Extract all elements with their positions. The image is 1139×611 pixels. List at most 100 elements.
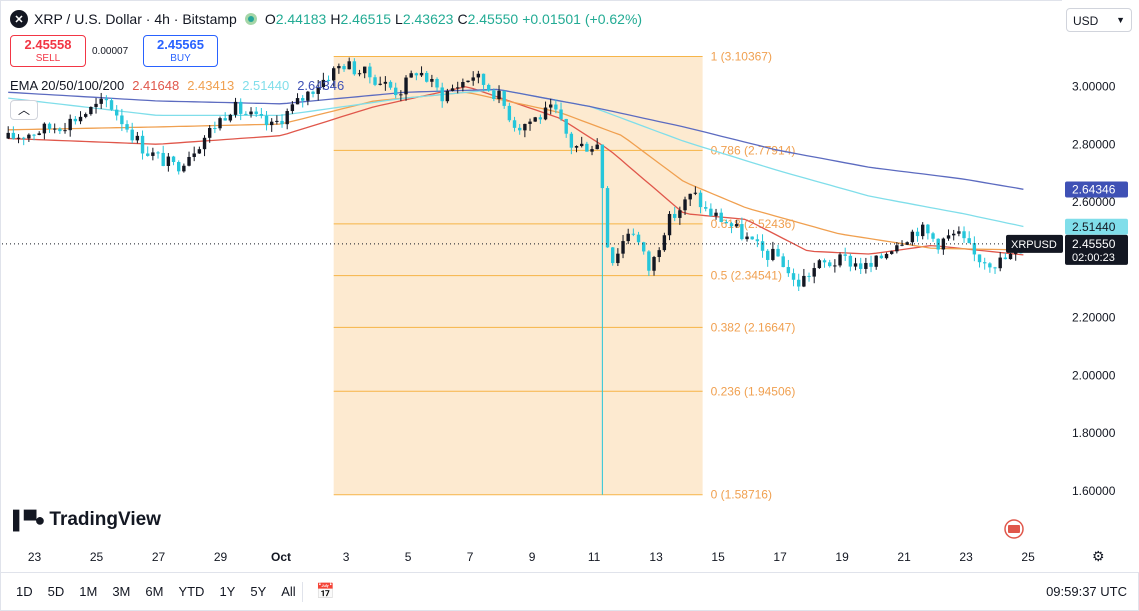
candle xyxy=(574,145,579,153)
collapse-legend-button[interactable]: ︿ xyxy=(10,100,38,120)
axis-tag-label: 2.51440 xyxy=(1072,220,1116,234)
candle xyxy=(94,98,98,114)
candle-body xyxy=(750,236,754,240)
candle xyxy=(115,105,119,121)
utc-clock[interactable]: 09:59:37 UTC xyxy=(1046,584,1127,599)
candle xyxy=(27,133,31,142)
range-1m[interactable]: 1M xyxy=(79,584,98,599)
candle-body xyxy=(678,210,682,218)
candle xyxy=(807,272,811,282)
ema-lines xyxy=(8,86,1024,256)
candle-body xyxy=(900,244,904,246)
candle xyxy=(404,75,408,101)
candle xyxy=(750,236,754,240)
candle-body xyxy=(657,250,661,258)
candle-body xyxy=(11,132,16,139)
candle xyxy=(781,253,785,268)
candle-body xyxy=(450,88,455,91)
candle xyxy=(445,88,450,104)
candle-body xyxy=(590,149,594,152)
candle-body xyxy=(502,90,506,106)
candle-body xyxy=(864,262,868,269)
candle-body xyxy=(574,146,579,148)
candle-body xyxy=(130,129,134,141)
candle xyxy=(419,66,424,77)
ema-legend[interactable]: EMA 20/50/100/200 2.41648 2.43413 2.5144… xyxy=(10,78,344,93)
candle-body xyxy=(569,133,574,148)
symbol-tag-bg xyxy=(1006,234,1063,253)
candle-body xyxy=(466,80,470,83)
candle-body xyxy=(254,111,258,115)
spread-value: 0.00007 xyxy=(92,46,129,57)
settings-gear-icon[interactable]: ⚙ xyxy=(1092,548,1105,564)
candle-body xyxy=(838,254,842,266)
candle xyxy=(388,80,393,90)
candle-body xyxy=(347,61,351,70)
candle xyxy=(146,146,150,157)
candle-body xyxy=(952,233,956,236)
candle xyxy=(874,255,878,270)
candle-body xyxy=(523,123,527,131)
candle xyxy=(580,136,584,148)
candle-body xyxy=(786,267,791,274)
candle xyxy=(481,73,486,91)
candle-body xyxy=(280,120,284,125)
range-3m[interactable]: 3M xyxy=(112,584,131,599)
candle xyxy=(946,229,951,241)
candle-body xyxy=(595,144,599,150)
x-tick-label: Oct xyxy=(271,550,291,564)
candle xyxy=(864,257,868,274)
candle xyxy=(998,252,1002,272)
x-tick-label: 11 xyxy=(588,550,601,564)
currency-select[interactable]: USD ▼ xyxy=(1066,8,1132,32)
buy-button[interactable]: 2.45565 BUY xyxy=(143,35,218,67)
tradingview-logo[interactable]: ▌▀● TradingView xyxy=(13,509,161,531)
candle xyxy=(704,201,708,212)
range-6m[interactable]: 6M xyxy=(145,584,164,599)
candle-body xyxy=(461,82,465,88)
range-1y[interactable]: 1Y xyxy=(219,584,236,599)
candle-body xyxy=(729,223,734,227)
candle xyxy=(476,70,481,84)
range-5y[interactable]: 5Y xyxy=(250,584,267,599)
candle-body xyxy=(208,128,212,138)
axis-tag-bg xyxy=(1065,218,1128,235)
price-chart[interactable]: 1 (3.10367) 0.786 (2.77914) 0.618 (2.52436… xyxy=(0,0,1139,572)
symbol-title[interactable]: XRP / U.S. Dollar · 4h · Bitstamp xyxy=(34,11,237,27)
range-ytd[interactable]: YTD xyxy=(178,584,205,599)
candle xyxy=(890,250,894,255)
candle xyxy=(724,219,729,224)
candle xyxy=(156,151,160,159)
candle-body xyxy=(301,98,305,101)
candle-body xyxy=(115,109,119,116)
y-tick-label: 2.00000 xyxy=(1072,368,1116,382)
candle xyxy=(848,253,853,272)
candle-body xyxy=(342,66,346,70)
candle-body xyxy=(580,143,584,147)
candle xyxy=(595,138,599,150)
candle xyxy=(771,241,775,262)
candle-body xyxy=(683,199,687,211)
range-all[interactable]: All xyxy=(281,584,296,599)
candle-body xyxy=(895,245,899,252)
candle-body xyxy=(197,149,202,154)
sell-button[interactable]: 2.45558 SELL xyxy=(10,35,86,67)
calendar-icon[interactable]: 📅 xyxy=(316,583,335,600)
candle-body xyxy=(316,87,320,94)
candle-body xyxy=(642,242,646,252)
candle xyxy=(99,92,103,109)
candle xyxy=(78,111,83,125)
candle xyxy=(249,107,253,118)
candle xyxy=(983,257,987,270)
range-1d[interactable]: 1D xyxy=(16,584,33,599)
candle-body xyxy=(915,231,920,237)
candle xyxy=(636,231,641,246)
candle xyxy=(223,112,227,121)
fib-levels: 1 (3.10367) 0.786 (2.77914) 0.618 (2.52436… xyxy=(333,50,795,502)
candle-body xyxy=(84,114,88,117)
candle-body xyxy=(487,84,491,91)
axis-tag-label: 2.64346 xyxy=(1072,183,1116,197)
candle-body xyxy=(512,120,517,128)
candle xyxy=(683,196,687,215)
range-5d[interactable]: 5D xyxy=(47,584,65,599)
